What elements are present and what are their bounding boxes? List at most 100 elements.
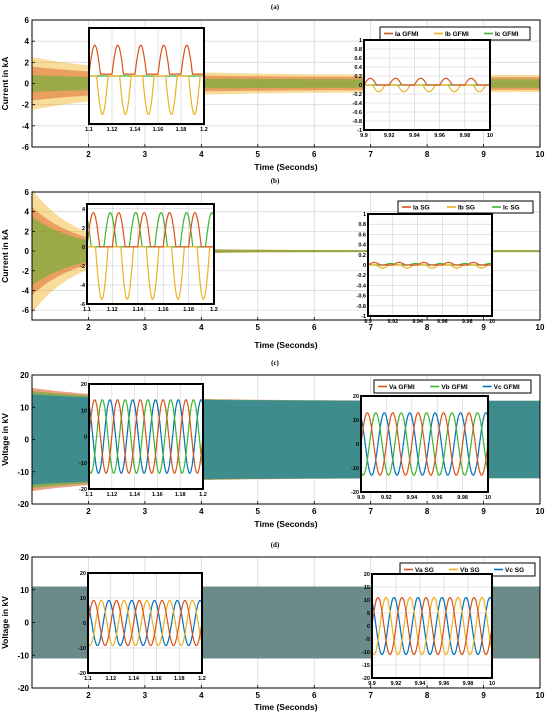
inset-start: 1.1 1.12 1.14 1.16 1.18 1.2 [85,27,208,133]
inset-y-tick-label: -10 [78,646,86,652]
inset-y-tick-label: -10 [362,650,370,656]
x-axis-label: Time (Seconds) [254,702,317,712]
inset-y-tick-label: 10 [81,408,87,414]
x-tick-label: 6 [312,507,317,516]
x-tick-label: 5 [256,507,261,516]
inset-x-tick-label: 1.12 [106,492,117,498]
x-tick-label: 2 [86,691,91,700]
inset-y-tick-label: -10 [351,466,359,472]
inset-y-tick-label: -20 [78,671,86,677]
y-tick-label: -20 [17,684,29,693]
subplot-label: (c) [271,359,279,367]
x-tick-label: 7 [368,150,373,159]
y-axis-label: Current in kA [0,229,10,283]
inset-y-tick-label: 20 [364,572,370,578]
x-tick-label: 6 [312,323,317,332]
inset-end: 9.9 9.92 9.94 9.96 9.98 10 -20 -10 0 10 20 [351,394,491,501]
inset-wave-vc-gfmi [88,399,204,475]
inset-x-tick-label: 9.92 [387,319,398,325]
inset-x-tick-label: 9.96 [439,681,450,687]
inset-y-tick-label: 1 [359,38,362,44]
inset-x-tick-label: 1.18 [174,676,185,682]
legend-entry: Va SG [415,567,434,574]
x-tick-label: 8 [425,323,430,332]
x-tick-label: 9 [481,691,486,700]
inset-start: 1.1 1.12 1.14 1.16 1.18 1.2 -20 -10 0 10 20 [79,382,207,498]
inset-y-tick-label: 0 [363,263,366,269]
inset-x-tick-label: 9.9 [368,681,376,687]
x-tick-label: 5 [256,691,261,700]
inset-wave-vb-gfmi [360,412,489,476]
inset-y-tick-label: 0 [84,435,87,441]
y-tick-label: 10 [20,403,29,412]
inset-x-tick-label: 1.14 [130,127,142,133]
inset-y-tick-label: -6 [80,302,85,308]
legend-entry: Ic GFMI [495,31,519,38]
y-tick-label: -20 [17,500,29,509]
inset-x-tick-label: 9.96 [437,319,448,325]
inset-y-tick-label: 0.8 [354,47,362,53]
inset-y-tick-label: 0.8 [358,222,366,228]
y-tick-label: 0 [25,80,30,89]
subplot-c: (c) 2 3 4 5 6 7 8 9 10 -20 -10 0 10 20 Time (Seconds) Vo… [0,359,545,529]
inset-wave-va-gfmi [88,399,204,475]
legend-entry: Vc SG [505,567,524,574]
y-tick-label: -4 [22,122,30,131]
inset-wave-va-gfmi [360,412,489,476]
inset-wave-ia-sg [86,211,214,248]
inset-y-tick-label: 0.4 [354,65,363,71]
x-tick-label: 3 [143,150,148,159]
x-tick-label: 5 [256,150,261,159]
x-axis-label: Time (Seconds) [254,519,317,529]
inset-end: 9.9 9.92 9.94 9.96 9.98 10-1-0.8-0.6-0.4-0.20… [357,212,496,325]
x-tick-label: 3 [143,323,148,332]
y-tick-label: 0 [25,619,30,628]
y-tick-label: 20 [20,371,29,380]
inset-x-tick-label: 1.1 [83,307,91,313]
y-tick-label: 6 [25,16,30,25]
inset-y-tick-label: 20 [81,382,87,388]
inset-x-tick-label: 9.92 [391,681,402,687]
x-tick-label: 2 [86,507,91,516]
inset-y-tick-label: -20 [362,676,370,682]
inset-x-tick-label: 1.14 [129,492,141,498]
legend-entry: Va GFMI [389,384,415,391]
inset-x-tick-label: 1.18 [175,492,186,498]
inset-x-tick-label: 10 [485,495,491,501]
y-tick-label: 6 [25,188,30,197]
inset-wave-ib-gfmi [89,75,204,116]
inset-y-tick-label: -0.2 [357,273,366,279]
inset-y-tick-label: 4 [82,207,86,213]
inset-y-tick-label: -1 [361,314,366,320]
inset-x-tick-label: 9.94 [415,681,427,687]
legend-entry: Ib GFMI [445,31,469,38]
inset-wave-vc-sg [371,596,493,656]
y-tick-label: -10 [17,468,29,477]
inset-y-tick-label: -0.4 [357,283,367,289]
inset-x-tick-label: 9.9 [364,319,372,325]
inset-y-tick-label: 20 [353,394,359,400]
inset-x-tick-label: 9.94 [412,319,424,325]
inset-wave-ia-gfmi [88,44,204,75]
x-tick-label: 9 [481,150,486,159]
y-axis-label: Current in kA [0,57,10,111]
y-tick-label: -6 [22,143,30,152]
x-tick-label: 9 [481,507,486,516]
inset-y-tick-label: 2 [82,226,85,232]
inset-y-tick-label: 0 [359,83,362,89]
y-tick-label: 10 [20,586,29,595]
y-tick-label: 0 [25,436,30,445]
x-tick-label: 7 [368,323,373,332]
y-tick-label: 0 [25,247,30,256]
inset-x-tick-label: 9.98 [457,495,468,501]
legend-entry: Ia SG [413,204,430,211]
y-tick-label: -6 [22,306,30,315]
legend-entry: Ia GFMI [395,31,419,38]
series-band-ic-sg [32,216,540,286]
x-tick-label: 3 [143,691,148,700]
inset-wave-ia-gfmi [363,77,490,86]
inset-y-tick-label: 10 [353,418,359,424]
inset-y-tick-label: -5 [365,637,370,643]
